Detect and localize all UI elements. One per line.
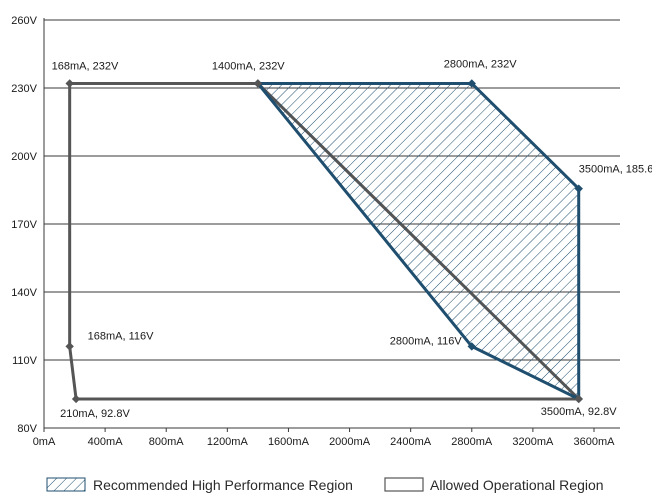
data-point-marker [253,79,263,88]
x-tick-label: 3200mA [512,436,554,448]
x-axis-ticks: 0mA 400mA 800mA 1200mA 1600mA 2000mA 2400mA 280… [33,436,615,448]
legend-swatch-recommended [46,477,86,492]
data-point-label: 1400mA, 232V [212,60,285,72]
x-tick-label: 0mA [33,436,56,448]
data-point-marker [467,342,476,351]
legend-label-allowed: Allowed Operational Region [430,477,604,493]
legend-swatch-allowed [384,477,424,492]
data-point-label: 3500mA, 92.8V [541,406,617,418]
data-point-label: 168mA, 232V [52,60,119,72]
data-point-label: 2800mA, 116V [390,335,463,347]
y-tick-label: 80V [17,423,37,435]
data-point-label: 2800mA, 232V [444,58,517,70]
x-tick-label: 2800mA [451,436,493,448]
y-tick-label: 260V [11,15,37,27]
data-point-marker [65,342,74,351]
data-point-label: 168mA, 116V [88,330,155,342]
data-point-label: 210mA, 92.8V [60,408,130,420]
data-point-label: 3500mA, 185.6V [579,164,652,176]
legend: Recommended High Performance Region Allo… [46,477,604,493]
series-recommended-high-performance-region [256,81,581,401]
y-tick-label: 170V [11,219,37,231]
data-point-marker [574,394,583,404]
y-tick-label: 200V [11,151,37,163]
legend-label-recommended: Recommended High Performance Region [93,477,353,493]
point-labels: 1400mA, 232V 2800mA, 232V 3500mA, 185.6V 35… [52,58,652,420]
x-tick-label: 1200mA [207,436,249,448]
data-point-marker [574,184,583,193]
y-axis-ticks: 80V 110V 140V 170V 200V 230V 260V [11,15,37,435]
data-point-marker [71,394,81,404]
markers [65,79,583,404]
data-point-marker [467,79,476,88]
x-tick-label: 2400mA [390,436,432,448]
y-tick-label: 110V [12,355,38,367]
y-tick-label: 140V [11,287,37,299]
series [68,81,581,401]
x-tick-label: 400mA [88,436,124,448]
y-tick-label: 230V [11,83,37,95]
x-tick-label: 2000mA [329,436,371,448]
x-tick-label: 3600mA [574,436,616,448]
data-point-marker [65,79,74,88]
axes [43,18,595,432]
series-allowed-operational-region [68,81,581,401]
x-tick-label: 1600mA [268,436,310,448]
x-tick-label: 800mA [149,436,185,448]
